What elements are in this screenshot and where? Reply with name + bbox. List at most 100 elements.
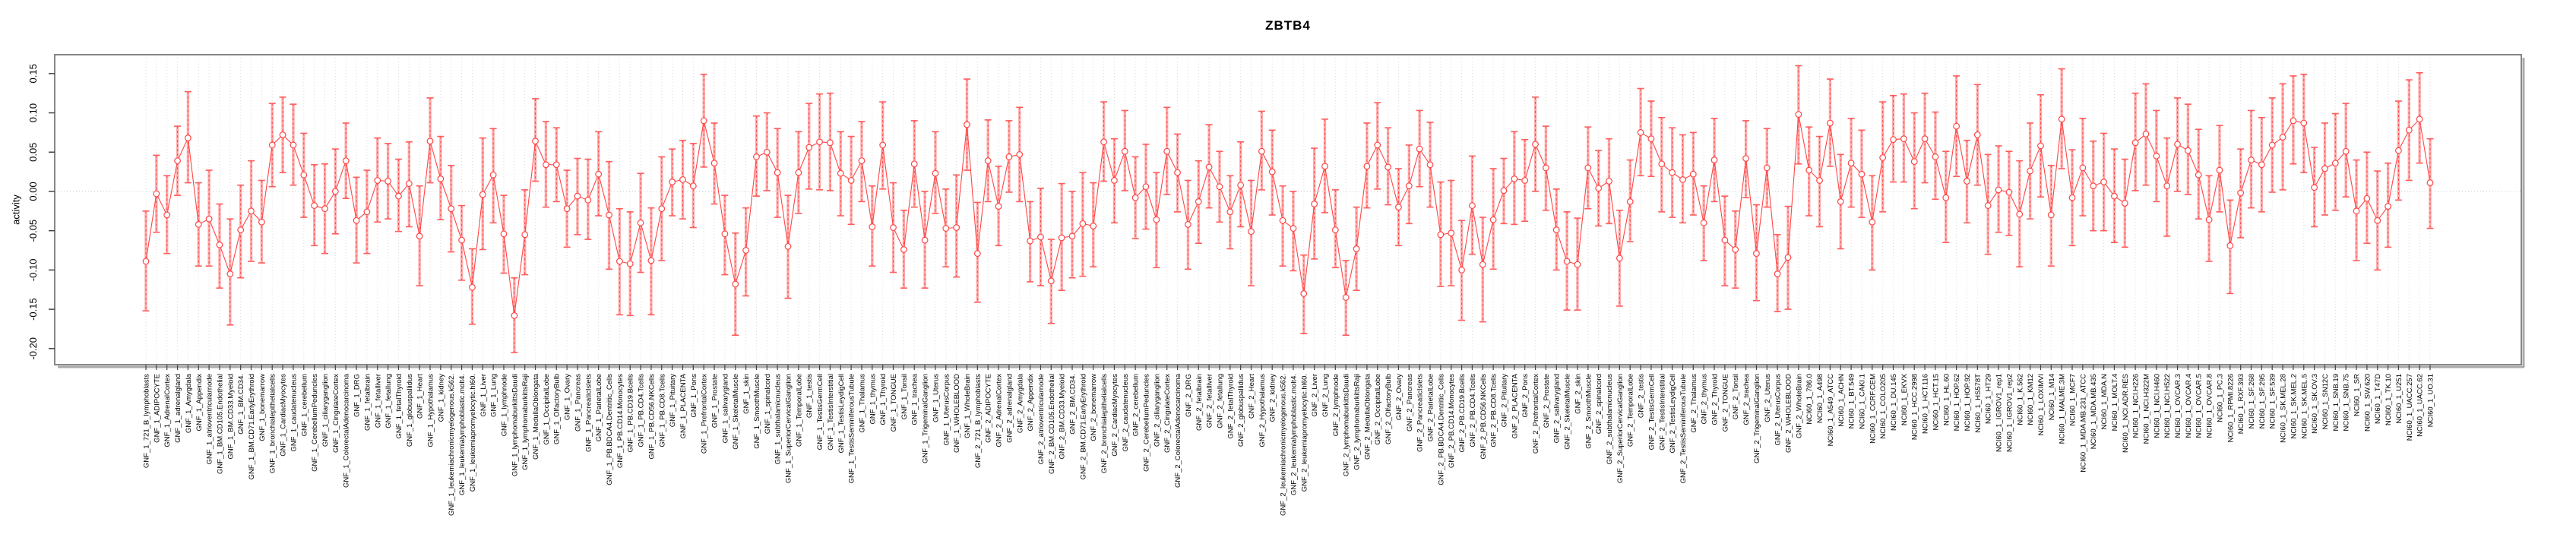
- data-point: [2395, 147, 2402, 154]
- x-tick-label: GNF_2_BM.CD34.: [1069, 374, 1078, 435]
- x-tick-label: GNF_2_fetalThyroid: [1226, 374, 1235, 439]
- data-point: [795, 169, 802, 176]
- data-point: [1995, 186, 2002, 194]
- x-tick-label: NCI60_1_HL.60: [1942, 374, 1951, 425]
- x-tick-label: NCI60_1_PC.3: [2216, 374, 2224, 422]
- x-tick-label: GNF_2_Pons: [1521, 374, 1530, 418]
- x-tick-label: NCI60_1_IGROV1_rep1: [1995, 374, 2004, 452]
- x-tick-label: GNF_2_DRG: [1185, 374, 1193, 417]
- x-tick-label: GNF_1_SkeletalMuscle: [732, 374, 740, 450]
- x-tick-label: GNF_2_MedullaOblongata: [1363, 373, 1372, 460]
- x-tick-label: GNF_2_bronchialepithelialcells: [1100, 374, 1109, 473]
- x-tick-label: GNF_1_ciliaryganglion: [321, 374, 330, 447]
- data-point: [1205, 163, 1213, 171]
- x-tick-label: GNF_2_fetalbrain: [1195, 374, 1204, 431]
- x-tick-label: GNF_2_UterusCorpus: [1774, 374, 1783, 446]
- x-tick-label: GNF_1_TestisInterstitial: [827, 374, 835, 451]
- x-tick-label: GNF_2_ParietalLobe: [1427, 374, 1435, 441]
- x-tick-label: GNF_2_ColorectalAdenocarcinoma: [1174, 373, 1182, 488]
- x-tick-label: GNF_1_PancreaticIslets: [584, 374, 593, 452]
- plot-frame: [54, 54, 2522, 365]
- data-point: [1552, 226, 1560, 234]
- data-point: [1437, 231, 1445, 239]
- x-tick-label: NCI60_1_NCI.H322M: [2142, 374, 2150, 444]
- data-point: [910, 160, 918, 168]
- x-tick-label: NCI60_1_HOP.62: [1953, 374, 1961, 431]
- x-tick-label: NCI60_1_MDA.MB.435: [2090, 374, 2098, 449]
- x-tick-label: GNF_1_globuspallidus: [406, 374, 414, 447]
- data-point: [1816, 177, 1823, 184]
- x-tick-label: GNF_2_SkeletalMuscle: [1564, 374, 1572, 450]
- data-point: [405, 180, 413, 188]
- x-tick-label: NCI60_1_SF.268: [2248, 374, 2256, 428]
- x-tick-label: GNF_1_TestisLeydigCell: [837, 374, 846, 454]
- data-point: [721, 230, 729, 238]
- x-tick-label: NCI60_1_HOP.92: [1964, 374, 1972, 431]
- data-point: [689, 182, 697, 190]
- data-point: [1237, 182, 1245, 189]
- data-point: [374, 177, 381, 184]
- x-tick-label: GNF_2_Pituitary: [1500, 374, 1508, 427]
- data-point: [1700, 219, 1707, 226]
- data-point: [1900, 135, 1907, 143]
- x-tick-label: NCI60_1_SNB.19: [2332, 374, 2340, 432]
- data-point: [237, 226, 245, 234]
- x-tick-label: GNF_2_Heart: [1248, 374, 1256, 419]
- x-tick-label: GNF_2_cerebellum: [1132, 374, 1141, 436]
- data-point: [1858, 170, 1866, 178]
- data-point: [1721, 236, 1729, 244]
- data-point: [1079, 220, 1087, 227]
- data-point: [2331, 160, 2339, 167]
- data-point: [2153, 153, 2160, 160]
- data-point: [973, 250, 981, 258]
- x-tick-label: NCI60_1_SK.MEL.28: [2280, 374, 2288, 443]
- data-point: [1131, 194, 1139, 201]
- data-point: [1774, 270, 1781, 277]
- data-point: [2079, 164, 2087, 172]
- x-tick-label: GNF_2_bonemarrow: [1090, 374, 1098, 441]
- data-point: [1174, 169, 1181, 176]
- x-tick-label: GNF_2_TemporalLobe: [1627, 374, 1635, 447]
- x-tick-label: GNF_1_adrenalgland: [174, 374, 182, 443]
- data-point: [1837, 198, 1844, 205]
- data-point: [1268, 168, 1276, 175]
- data-point: [753, 153, 760, 160]
- x-tick-label: GNF_1_fetallung: [385, 374, 393, 428]
- x-tick-label: NCI60_1_CAKI.1: [1858, 374, 1866, 429]
- x-tick-label: GNF_1_Thalamus: [858, 374, 866, 433]
- data-point: [268, 141, 276, 149]
- x-tick-label: GNF_2_SuperiorCervicalGanglion: [1616, 374, 1625, 483]
- data-point: [1795, 111, 1802, 119]
- data-point: [658, 205, 666, 213]
- data-point: [1458, 266, 1465, 274]
- activity-line: [145, 114, 2431, 316]
- data-point: [1448, 229, 1455, 237]
- data-point: [2405, 126, 2413, 134]
- data-point: [1047, 277, 1055, 285]
- x-tick-label: GNF_1_bronchialepithelialcells: [269, 374, 277, 473]
- x-axis: GNF_1_721_B_lymphoblasts GNF_1_ADIPOCYTE G…: [143, 365, 2435, 516]
- x-tick-label: GNF_1_subthalamicnucleus: [774, 374, 783, 465]
- x-tick-label: NCI60_1_MCF7: [2069, 374, 2078, 426]
- x-tick-label: GNF_1_WHOLEBLOOD: [953, 374, 961, 453]
- x-tick-label: NCI60_1_OVCAR.8: [2206, 374, 2214, 438]
- x-tick-label: GNF_1_AdrenalCortex: [163, 374, 172, 447]
- data-point: [2258, 161, 2265, 169]
- data-point: [563, 205, 571, 213]
- data-point: [2342, 147, 2350, 155]
- data-point: [900, 246, 907, 253]
- data-point: [1037, 233, 1044, 241]
- x-tick-label: GNF_2_SmoothMuscle: [1584, 374, 1593, 449]
- data-point: [1942, 194, 1950, 201]
- x-tick-label: GNF_1_Thyroid: [879, 374, 888, 425]
- data-point: [700, 117, 707, 125]
- data-point: [1753, 250, 1760, 258]
- data-point: [1921, 135, 1929, 143]
- data-point: [2353, 207, 2360, 215]
- data-point: [616, 258, 623, 265]
- data-point: [2005, 188, 2013, 196]
- x-tick-label: GNF_2_PB.CD19.Bcells: [1458, 374, 1467, 453]
- data-point: [279, 131, 286, 138]
